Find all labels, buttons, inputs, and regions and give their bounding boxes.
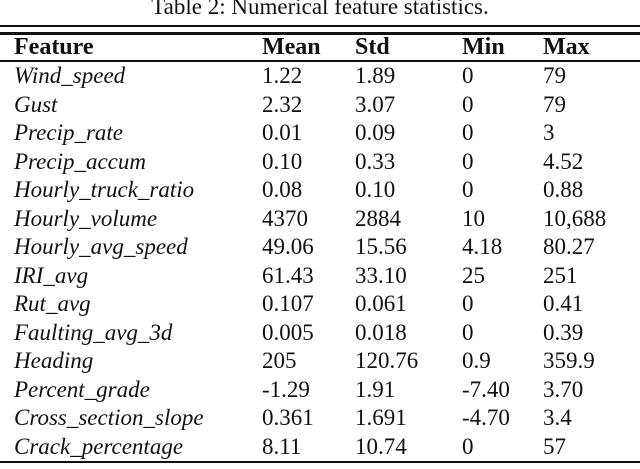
stat-value: 3.70	[543, 376, 584, 402]
stat-value: 3	[543, 120, 555, 146]
stat-value: 3.07	[355, 91, 396, 117]
stat-value: 0	[462, 120, 474, 146]
stat-value: 1.691	[355, 405, 407, 431]
stat-value: -4.70	[462, 405, 510, 431]
stat-value: 0.33	[355, 148, 396, 174]
stat-value: 0.107	[262, 291, 314, 317]
table-caption: Table 2: Numerical feature statistics.	[151, 0, 489, 19]
stat-value: 61.43	[262, 262, 314, 288]
feature-name: IRI_avg	[14, 262, 89, 288]
stat-value: 205	[262, 348, 297, 374]
stat-value: 0	[462, 319, 474, 345]
column-header-mean: Mean	[262, 33, 321, 60]
stat-value: 8.11	[262, 433, 302, 459]
feature-name: Faulting_avg_3d	[14, 319, 173, 345]
stat-value: 0.08	[262, 177, 303, 203]
stat-value: 0.10	[355, 177, 396, 203]
table-row: Precip_rate 0.01 0.09 0 3	[0, 119, 640, 148]
table-row: Hourly_volume 4370 2884 10 10,688	[0, 205, 640, 234]
stat-value: 359.9	[543, 348, 595, 374]
stat-value: 49.06	[262, 234, 314, 260]
stat-value: 0	[462, 177, 474, 203]
stat-value: 0.09	[355, 120, 396, 146]
feature-name: Heading	[14, 348, 94, 374]
stat-value: 2.32	[262, 91, 303, 117]
table-header-row: Feature Mean Std Min Max	[0, 34, 640, 60]
stat-value: 10,688	[543, 205, 607, 231]
stat-value: 1.22	[262, 63, 303, 89]
stat-value: 4.52	[543, 148, 584, 174]
stat-value: 0.39	[543, 319, 584, 345]
table-row: Gust 2.32 3.07 0 79	[0, 91, 640, 120]
stat-value: 0	[462, 148, 474, 174]
table-row: Percent_grade -1.29 1.91 -7.40 3.70	[0, 376, 640, 405]
table-top-rule-outer	[0, 25, 640, 27]
stat-value: 10.74	[355, 433, 407, 459]
stat-value: 79	[543, 91, 566, 117]
table-row: Cross_section_slope 0.361 1.691 -4.70 3.4	[0, 404, 640, 433]
stat-value: 120.76	[355, 348, 419, 374]
stat-value: 4.18	[462, 234, 503, 260]
feature-name: Precip_rate	[14, 120, 124, 146]
stat-value: -1.29	[262, 376, 310, 402]
stat-value: 0.018	[355, 319, 407, 345]
stat-value: 0.061	[355, 291, 407, 317]
stat-value: 0	[462, 91, 474, 117]
stat-value: 0.41	[543, 291, 584, 317]
table-row: Wind_speed 1.22 1.89 0 79	[0, 62, 640, 91]
stat-value: 25	[462, 262, 485, 288]
feature-name: Rut_avg	[14, 291, 91, 317]
table-row: Crack_percentage 8.11 10.74 0 57	[0, 433, 640, 462]
feature-name: Hourly_truck_ratio	[14, 177, 195, 203]
stat-value: 0	[462, 291, 474, 317]
table-row: Heading 205 120.76 0.9 359.9	[0, 347, 640, 376]
stat-value: 0.9	[462, 348, 491, 374]
feature-name: Precip_accum	[14, 148, 146, 174]
stat-value: 0.361	[262, 405, 314, 431]
stat-value: 0.88	[543, 177, 584, 203]
table-row: Hourly_avg_speed 49.06 15.56 4.18 80.27	[0, 233, 640, 262]
feature-name: Hourly_volume	[14, 205, 158, 231]
feature-name: Gust	[14, 91, 58, 117]
feature-name: Percent_grade	[14, 376, 150, 402]
stat-value: 251	[543, 262, 578, 288]
stat-value: 2884	[355, 205, 401, 231]
stat-value: 80.27	[543, 234, 595, 260]
stat-value: -7.40	[462, 376, 510, 402]
table-row: Hourly_truck_ratio 0.08 0.10 0 0.88	[0, 176, 640, 205]
stat-value: 1.91	[355, 376, 396, 402]
table-row: IRI_avg 61.43 33.10 25 251	[0, 262, 640, 291]
table-top-rule-inner	[0, 32, 640, 35]
table-row: Faulting_avg_3d 0.005 0.018 0 0.39	[0, 319, 640, 348]
feature-name: Hourly_avg_speed	[14, 234, 188, 260]
table-row: Rut_avg 0.107 0.061 0 0.41	[0, 290, 640, 319]
stat-value: 0	[462, 63, 474, 89]
column-header-min: Min	[462, 33, 505, 60]
stat-value: 3.4	[543, 405, 572, 431]
column-header-max: Max	[543, 33, 590, 60]
table-row: Precip_accum 0.10 0.33 0 4.52	[0, 148, 640, 177]
feature-name: Wind_speed	[14, 63, 126, 89]
stat-value: 0.10	[262, 148, 303, 174]
column-header-std: Std	[355, 33, 390, 60]
table-header-rule	[0, 60, 640, 62]
feature-name: Cross_section_slope	[14, 405, 204, 431]
feature-name: Crack_percentage	[14, 433, 184, 459]
stat-value: 0.005	[262, 319, 314, 345]
stat-value: 1.89	[355, 63, 396, 89]
stat-value: 10	[462, 205, 485, 231]
stat-value: 79	[543, 63, 566, 89]
stat-value: 0	[462, 433, 474, 459]
stat-value: 4370	[262, 205, 308, 231]
stat-value: 33.10	[355, 262, 407, 288]
table-body: Wind_speed 1.22 1.89 0 79 Gust 2.32 3.07 0 79 Prec…	[0, 62, 640, 461]
stat-value: 0.01	[262, 120, 303, 146]
stat-value: 57	[543, 433, 566, 459]
table-bottom-rule	[0, 461, 640, 463]
column-header-feature: Feature	[14, 33, 94, 60]
stat-value: 15.56	[355, 234, 407, 260]
